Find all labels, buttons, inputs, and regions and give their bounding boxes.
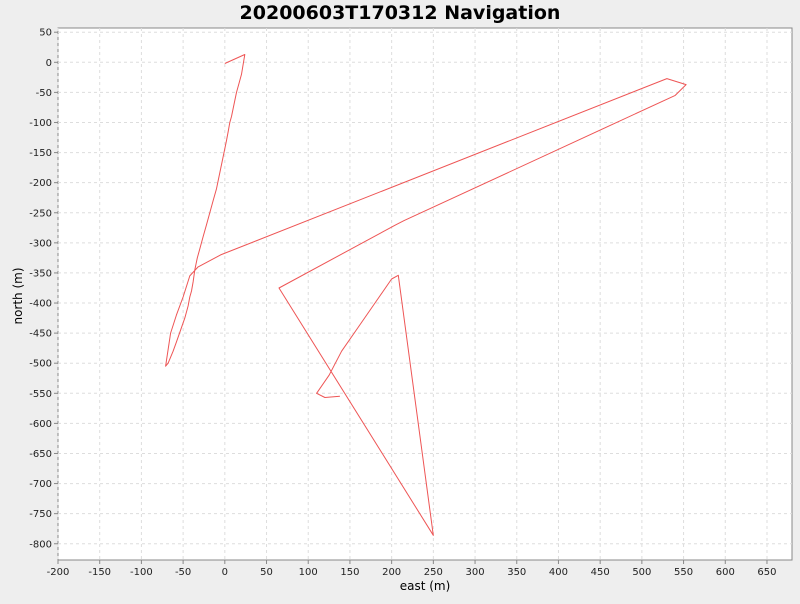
y-tick-label: -750 bbox=[29, 509, 52, 520]
gridlines bbox=[57, 28, 792, 560]
y-tick-label: -500 bbox=[29, 359, 52, 370]
y-tick-label: -250 bbox=[29, 208, 52, 219]
y-tick-label: -450 bbox=[29, 329, 52, 340]
y-tick-label: -650 bbox=[29, 449, 52, 460]
y-tick-label: 50 bbox=[39, 28, 52, 39]
x-tick-label: 550 bbox=[674, 567, 693, 578]
y-tick-label: 0 bbox=[46, 58, 52, 69]
x-tick-label: 600 bbox=[716, 567, 735, 578]
navigation-track-line bbox=[165, 54, 687, 536]
x-tick-label: 450 bbox=[591, 567, 610, 578]
chart-title: 20200603T170312 Navigation bbox=[240, 2, 561, 24]
y-axis-label: north (m) bbox=[11, 267, 25, 324]
x-tick-label: -50 bbox=[175, 567, 191, 578]
y-tick-label: -100 bbox=[29, 118, 52, 129]
x-tick-label: 350 bbox=[507, 567, 526, 578]
x-tick-label: 200 bbox=[382, 567, 401, 578]
y-tick-label: -600 bbox=[29, 419, 52, 430]
x-tick-label: -150 bbox=[88, 567, 111, 578]
x-tick-label: -100 bbox=[130, 567, 153, 578]
x-tick-label: -200 bbox=[47, 567, 70, 578]
x-tick-label: 400 bbox=[549, 567, 568, 578]
x-tick-label: 500 bbox=[632, 567, 651, 578]
y-tick-label: -700 bbox=[29, 479, 52, 490]
series-layer bbox=[165, 54, 687, 536]
y-tick-label: -350 bbox=[29, 268, 52, 279]
y-axis-ticks: 50 0 -50 -100 -150 -200 -250 -300 -350 -400 -450 -5… bbox=[29, 28, 58, 550]
x-tick-label: 50 bbox=[260, 567, 273, 578]
x-tick-label: 100 bbox=[299, 567, 318, 578]
x-tick-label: 250 bbox=[424, 567, 443, 578]
y-tick-label: -300 bbox=[29, 238, 52, 249]
y-tick-label: -400 bbox=[29, 299, 52, 310]
y-tick-label: -200 bbox=[29, 178, 52, 189]
x-tick-label: 300 bbox=[465, 567, 484, 578]
x-tick-label: 0 bbox=[222, 567, 228, 578]
plot-area bbox=[57, 27, 793, 561]
x-axis-ticks: -200 -150 -100 -50 0 50 100 150 200 250 300 350 400 4… bbox=[47, 560, 777, 578]
x-tick-label: 650 bbox=[757, 567, 776, 578]
y-tick-label: -800 bbox=[29, 539, 52, 550]
x-tick-label: 150 bbox=[340, 567, 359, 578]
y-tick-label: -50 bbox=[36, 88, 52, 99]
y-tick-label: -550 bbox=[29, 389, 52, 400]
x-axis-label: east (m) bbox=[400, 579, 451, 593]
y-tick-label: -150 bbox=[29, 148, 52, 159]
